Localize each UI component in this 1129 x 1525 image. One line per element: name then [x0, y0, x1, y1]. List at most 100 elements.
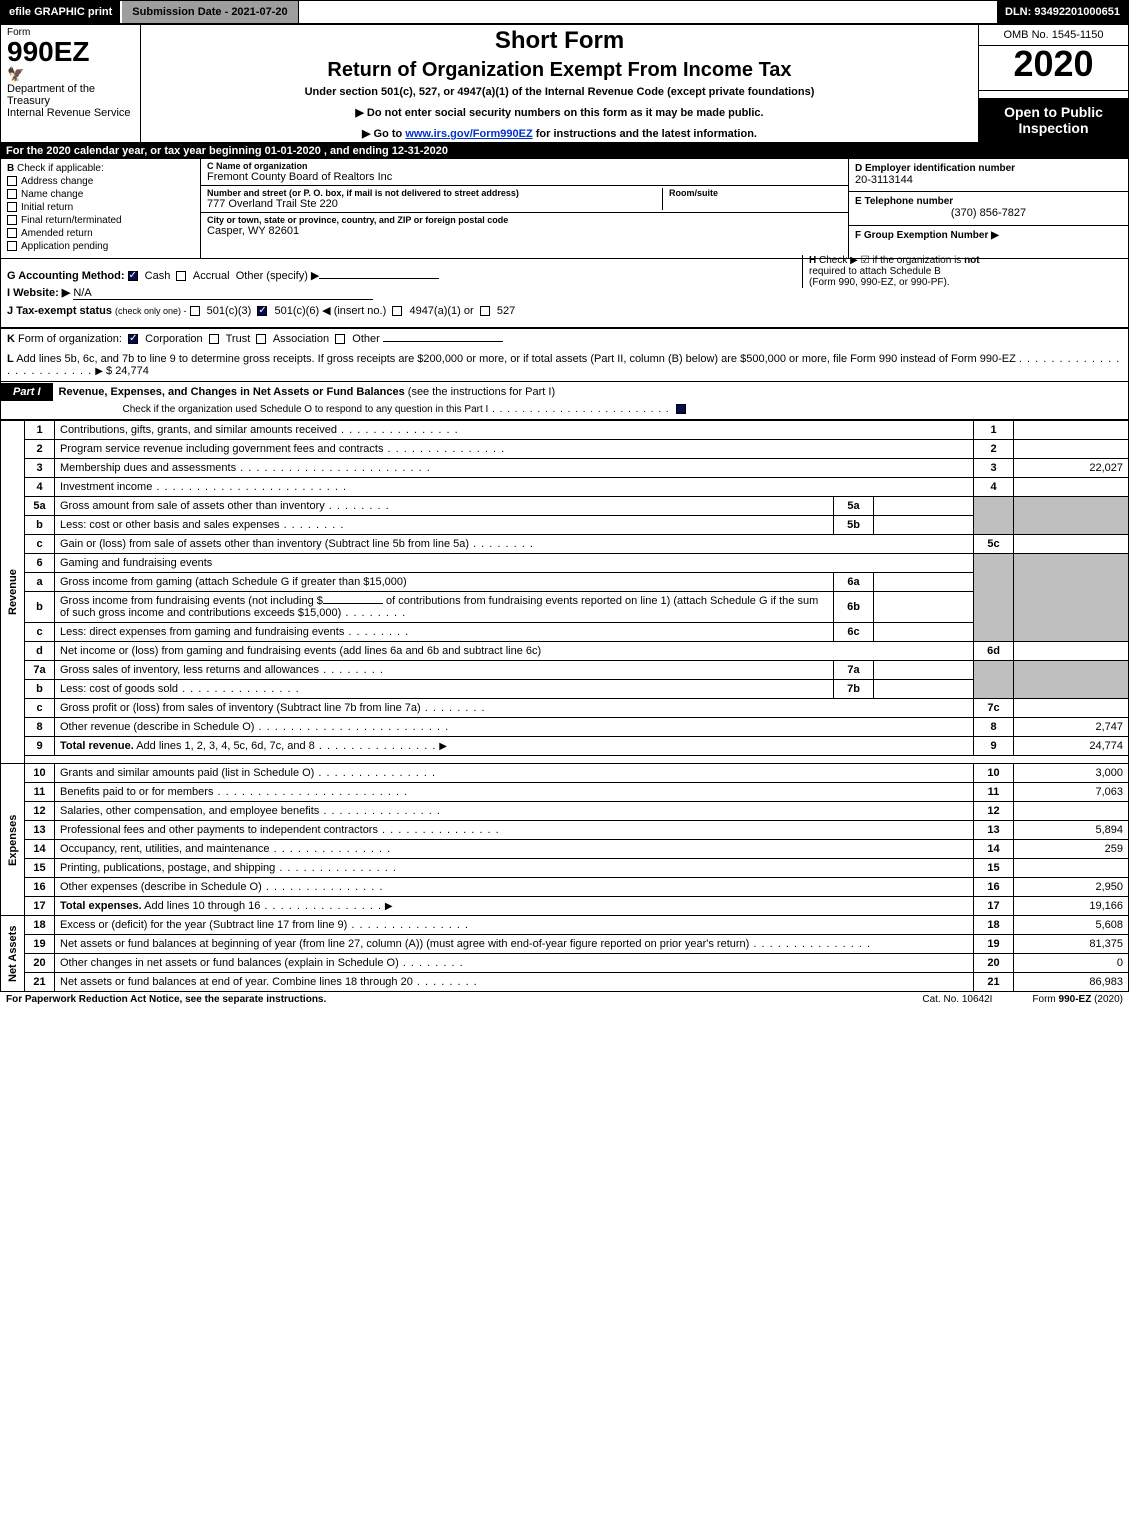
line-14-text: Occupancy, rent, utilities, and maintena…	[60, 843, 270, 855]
checkbox-501c3[interactable]	[190, 306, 200, 316]
room-label: Room/suite	[669, 188, 842, 198]
line-15-amt	[1014, 859, 1129, 878]
part-1-hint: (see the instructions for Part I)	[408, 386, 555, 398]
main-title: Return of Organization Exempt From Incom…	[147, 59, 972, 82]
footer-catno: Cat. No. 10642I	[922, 994, 992, 1005]
checkbox-501c[interactable]	[257, 306, 267, 316]
toolbar-spacer	[299, 1, 997, 23]
part-1-sub: Check if the organization used Schedule …	[53, 402, 1128, 419]
section-c: C Name of organization Fremont County Bo…	[201, 159, 848, 258]
note2-suffix: for instructions and the latest informat…	[533, 128, 757, 140]
checkbox-name-change[interactable]	[7, 189, 17, 199]
section-j-hint: (check only one) -	[115, 306, 187, 316]
efile-print-button[interactable]: efile GRAPHIC print	[1, 1, 122, 23]
line-8-amt: 2,747	[1014, 718, 1129, 737]
line-6d-amt	[1014, 642, 1129, 661]
other-method-input[interactable]	[319, 278, 439, 279]
section-h: H Check ▶ ☑ if the organization is not r…	[802, 255, 1122, 288]
label-trust: Trust	[226, 333, 251, 345]
part-1-badge: Part I	[1, 383, 53, 401]
section-a-row: For the 2020 calendar year, or tax year …	[0, 143, 1129, 159]
section-j: J Tax-exempt status (check only one) - 5…	[7, 304, 1122, 317]
line-18-amt: 5,608	[1014, 916, 1129, 935]
phone-label: E Telephone number	[855, 196, 1122, 207]
line-1-text: Contributions, gifts, grants, and simila…	[60, 424, 337, 436]
section-l: L Add lines 5b, 6c, and 7b to line 9 to …	[0, 349, 1129, 382]
form-number: 990EZ	[7, 38, 134, 66]
checkbox-final-return[interactable]	[7, 215, 17, 225]
checkbox-527[interactable]	[480, 306, 490, 316]
line-6c-text: Less: direct expenses from gaming and fu…	[60, 626, 344, 638]
section-i: I Website: ▶ N/A	[7, 286, 1122, 300]
instructions-link[interactable]: www.irs.gov/Form990EZ	[405, 128, 532, 140]
phone-value: (370) 856-7827	[855, 207, 1122, 219]
section-b: B Check if applicable: Address change Na…	[1, 159, 201, 258]
checkbox-accrual[interactable]	[176, 271, 186, 281]
label-final-return: Final return/terminated	[21, 215, 122, 226]
dln-label: DLN: 93492201000651	[997, 1, 1128, 23]
section-j-label: J Tax-exempt status	[7, 305, 112, 317]
line-5c-amt	[1014, 535, 1129, 554]
line-21-text: Net assets or fund balances at end of ye…	[60, 976, 413, 988]
sections-g-h-i-j: H Check ▶ ☑ if the organization is not r…	[0, 259, 1129, 328]
label-amended-return: Amended return	[21, 228, 93, 239]
line-19-text: Net assets or fund balances at beginning…	[60, 938, 749, 950]
checkbox-address-change[interactable]	[7, 176, 17, 186]
checkbox-other-org[interactable]	[335, 334, 345, 344]
line-20-text: Other changes in net assets or fund bala…	[60, 957, 399, 969]
checkbox-application-pending[interactable]	[7, 241, 17, 251]
label-527: 527	[497, 305, 515, 317]
line-15-text: Printing, publications, postage, and shi…	[60, 862, 275, 874]
line-17-text: Add lines 10 through 16	[142, 900, 261, 912]
line-6a-text: Gross income from gaming (attach Schedul…	[60, 576, 407, 588]
line-16-amt: 2,950	[1014, 878, 1129, 897]
line-5a-text: Gross amount from sale of assets other t…	[60, 500, 325, 512]
line-20-amt: 0	[1014, 954, 1129, 973]
line-13-text: Professional fees and other payments to …	[60, 824, 378, 836]
line-7c-text: Gross profit or (loss) from sales of inv…	[60, 702, 421, 714]
page-footer: For Paperwork Reduction Act Notice, see …	[0, 992, 1129, 1007]
subtitle: Under section 501(c), 527, or 4947(a)(1)…	[147, 86, 972, 98]
line-6b-text1: Gross income from fundraising events (no…	[60, 595, 323, 607]
line-4-amt	[1014, 478, 1129, 497]
form-header: Form 990EZ 🦅 Department of the Treasury …	[0, 24, 1129, 143]
address-label: Number and street (or P. O. box, if mail…	[207, 188, 662, 198]
other-org-input[interactable]	[383, 341, 503, 342]
netassets-side-label: Net Assets	[1, 916, 25, 992]
line-10-text: Grants and similar amounts paid (list in…	[60, 767, 314, 779]
website-value: N/A	[73, 287, 373, 300]
label-name-change: Name change	[21, 189, 83, 200]
section-l-amount: $ 24,774	[106, 365, 149, 377]
line-3-amt: 22,027	[1014, 459, 1129, 478]
label-other-method: Other (specify) ▶	[236, 270, 320, 282]
label-address-change: Address change	[21, 176, 93, 187]
line-4-text: Investment income	[60, 481, 152, 493]
checkbox-amended-return[interactable]	[7, 228, 17, 238]
checkbox-schedule-o[interactable]	[676, 404, 686, 414]
label-initial-return: Initial return	[21, 202, 73, 213]
line-7b-sub	[874, 680, 974, 699]
part-1-sub-text: Check if the organization used Schedule …	[123, 404, 489, 415]
revenue-side-label: Revenue	[1, 421, 25, 764]
label-other-org: Other	[352, 333, 380, 345]
checkbox-initial-return[interactable]	[7, 202, 17, 212]
line-10-amt: 3,000	[1014, 764, 1129, 783]
short-form-title: Short Form	[147, 27, 972, 55]
tax-year: 2020	[979, 46, 1128, 82]
expenses-side-label: Expenses	[1, 764, 25, 916]
line-17-amt: 19,166	[1014, 897, 1129, 916]
submission-date: Submission Date - 2021-07-20	[122, 1, 298, 23]
open-to-public: Open to Public Inspection	[979, 98, 1128, 142]
irs-eagle-icon: 🦅	[7, 66, 134, 83]
checkbox-cash[interactable]	[128, 271, 138, 281]
checkbox-4947[interactable]	[392, 306, 402, 316]
line-1-amt	[1014, 421, 1129, 440]
checkbox-trust[interactable]	[209, 334, 219, 344]
check-if-applicable: Check if applicable:	[17, 163, 104, 174]
section-l-text: Add lines 5b, 6c, and 7b to line 9 to de…	[16, 353, 1016, 365]
line-12-amt	[1014, 802, 1129, 821]
line-6d-text: Net income or (loss) from gaming and fun…	[60, 645, 541, 657]
checkbox-association[interactable]	[256, 334, 266, 344]
line-6b-blank[interactable]	[323, 603, 383, 604]
checkbox-corporation[interactable]	[128, 334, 138, 344]
